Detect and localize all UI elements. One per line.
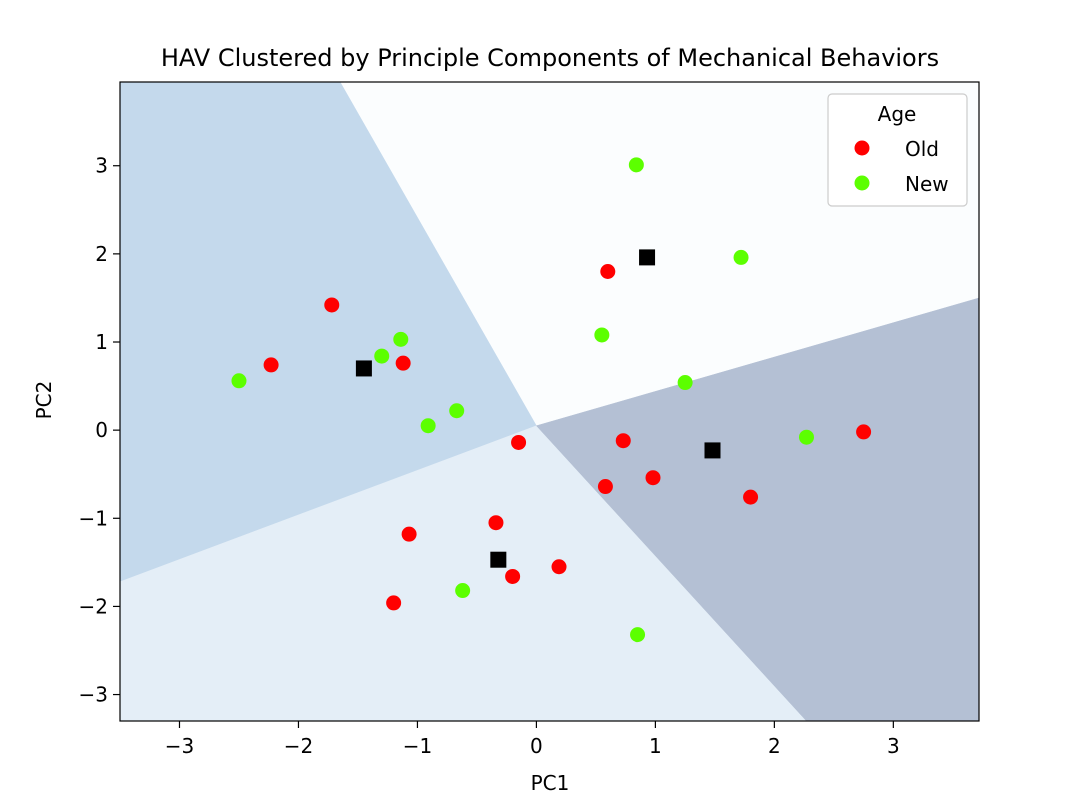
cluster-regions <box>119 81 980 722</box>
centroid-marker-1 <box>355 360 372 377</box>
old-point-8 <box>743 489 759 505</box>
y-tick-label: 3 <box>95 154 108 178</box>
x-axis-label: PC1 <box>531 771 570 795</box>
old-point-13 <box>551 559 567 575</box>
chart-title: HAV Clustered by Principle Components of… <box>161 44 939 72</box>
y-tick-label: 0 <box>95 418 108 442</box>
y-tick-label: −2 <box>79 594 108 618</box>
legend-marker-new <box>854 175 870 191</box>
old-point-9 <box>856 424 872 440</box>
new-point-4 <box>393 331 409 347</box>
new-point-6 <box>231 373 247 389</box>
new-point-11 <box>630 627 646 643</box>
new-point-7 <box>449 403 465 419</box>
centroid-marker-2 <box>704 442 721 459</box>
x-tick-label: 3 <box>887 734 900 758</box>
old-point-6 <box>597 479 613 495</box>
legend-label-old: Old <box>905 137 939 161</box>
x-axis-ticks: −3 −2 −1 0 1 2 3 <box>165 721 900 758</box>
y-tick-label: 1 <box>95 330 108 354</box>
old-point-7 <box>645 470 661 486</box>
new-point-1 <box>733 249 749 265</box>
y-tick-label: 2 <box>95 242 108 266</box>
old-point-4 <box>511 434 527 450</box>
x-tick-label: −2 <box>284 734 313 758</box>
old-point-1 <box>263 357 279 373</box>
new-point-3 <box>677 375 693 391</box>
new-point-9 <box>798 429 814 445</box>
y-tick-label: −3 <box>79 683 108 707</box>
legend-marker-old <box>854 140 870 156</box>
x-tick-label: −1 <box>403 734 432 758</box>
legend-title: Age <box>878 102 917 126</box>
old-point-0 <box>324 297 340 313</box>
data-points <box>231 157 872 643</box>
y-axis-label: PC2 <box>32 381 56 420</box>
x-tick-label: 1 <box>649 734 662 758</box>
x-tick-label: −3 <box>165 734 194 758</box>
x-tick-label: 0 <box>530 734 543 758</box>
x-tick-label: 2 <box>768 734 781 758</box>
old-point-2 <box>395 355 411 371</box>
centroid-marker-3 <box>490 551 507 568</box>
legend-label-new: New <box>905 172 949 196</box>
new-point-10 <box>455 583 471 599</box>
new-point-5 <box>374 348 390 364</box>
new-point-8 <box>420 418 436 434</box>
old-point-5 <box>615 433 631 449</box>
old-point-14 <box>386 595 402 611</box>
old-point-10 <box>401 526 417 542</box>
legend: Age Old New <box>827 93 968 207</box>
plot-frame <box>119 81 980 722</box>
old-point-11 <box>488 515 504 531</box>
y-tick-label: −1 <box>79 506 108 530</box>
new-point-2 <box>594 327 610 343</box>
y-axis-ticks: −3 −2 −1 0 1 2 3 <box>79 154 120 707</box>
centroid-marker-0 <box>639 249 656 266</box>
old-point-3 <box>600 263 616 279</box>
new-point-0 <box>628 157 644 173</box>
old-point-12 <box>505 568 521 584</box>
